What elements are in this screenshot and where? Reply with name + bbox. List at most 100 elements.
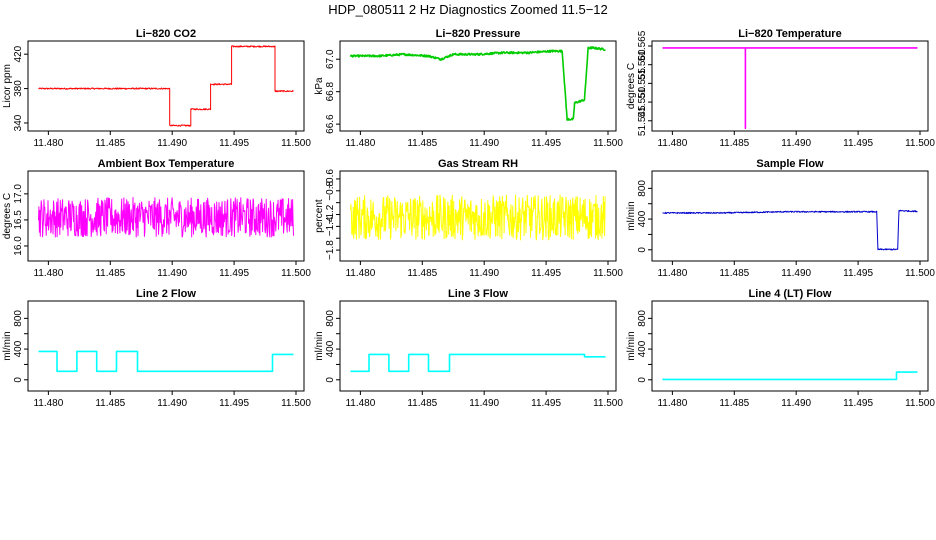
plot-frame [339, 170, 617, 262]
y-tick-label: 51.560 [637, 49, 648, 80]
y-tick-label: 0 [637, 247, 648, 253]
x-tick-label: 11.485 [719, 138, 749, 149]
x-tick-label: 11.480 [345, 138, 375, 149]
plot-frame [339, 40, 617, 132]
plot-frame [651, 300, 929, 392]
plot-frame [651, 40, 929, 132]
series-line [38, 350, 294, 373]
x-tick-label: 11.500 [281, 398, 311, 409]
y-tick-label: 51.550 [637, 86, 648, 117]
chart-title: Line 3 Flow [448, 288, 508, 300]
series-line [349, 46, 606, 121]
y-tick-label: 0 [13, 377, 24, 383]
plot-frame [27, 170, 305, 262]
y-axis-label: ml/min [626, 331, 637, 360]
x-tick-label: 11.485 [407, 268, 437, 279]
y-tick-label: 0 [325, 377, 336, 383]
y-axis-label: percent [314, 199, 325, 233]
series-line [662, 47, 918, 130]
y-tick-label: 16.5 [13, 210, 24, 230]
x-tick-label: 11.480 [33, 398, 63, 409]
y-axis-label: degrees C [626, 63, 637, 109]
y-axis-label: degrees C [2, 193, 13, 239]
y-tick-label: 400 [13, 340, 24, 357]
x-tick-label: 11.500 [905, 398, 935, 409]
x-tick-label: 11.480 [657, 398, 687, 409]
x-tick-label: 11.500 [905, 268, 935, 279]
x-tick-label: 11.500 [905, 138, 935, 149]
series-line [350, 194, 606, 241]
chart-panel-6: Sample Flow 11.480 11.485 11.490 11.495 11.50… [626, 158, 935, 279]
x-tick-label: 11.490 [469, 398, 499, 409]
x-tick-label: 11.490 [469, 268, 499, 279]
y-tick-label: 17.0 [13, 184, 24, 204]
y-tick-label: 16.0 [13, 236, 24, 256]
x-tick-label: 11.480 [33, 138, 63, 149]
x-tick-label: 11.495 [219, 268, 249, 279]
x-tick-label: 11.485 [95, 138, 125, 149]
chart-panel-4: Ambient Box Temperature 11.480 11.485 11.49… [2, 158, 311, 279]
y-tick-label: 66.6 [325, 114, 336, 134]
chart-panel-7: Line 2 Flow 11.480 11.485 11.490 11.495 11.50… [2, 288, 311, 409]
x-tick-label: 11.490 [781, 268, 811, 279]
chart-panel-5: Gas Stream RH 11.480 11.485 11.490 11.495 11.… [314, 158, 623, 279]
y-tick-label: 800 [325, 310, 336, 327]
x-tick-label: 11.480 [33, 268, 63, 279]
x-tick-label: 11.500 [593, 138, 623, 149]
plot-frame [651, 170, 929, 262]
x-tick-label: 11.480 [657, 268, 687, 279]
x-tick-label: 11.490 [469, 138, 499, 149]
y-axis-label: kPa [314, 77, 325, 95]
chart-title: Ambient Box Temperature [98, 158, 235, 170]
x-tick-label: 11.490 [157, 268, 187, 279]
x-tick-label: 11.485 [407, 138, 437, 149]
chart-title: Li−820 Pressure [436, 28, 521, 40]
y-tick-label: −0.8 [325, 180, 336, 200]
chart-title: Li−820 Temperature [738, 28, 841, 40]
x-tick-label: 11.485 [407, 398, 437, 409]
chart-panel-2: Li−820 Pressure 11.480 11.485 11.490 11.495 1… [314, 28, 623, 149]
x-tick-label: 11.495 [219, 138, 249, 149]
x-tick-label: 11.480 [345, 398, 375, 409]
y-tick-label: 420 [13, 45, 24, 62]
y-axis-label: ml/min [2, 331, 13, 360]
x-tick-label: 11.500 [593, 268, 623, 279]
x-tick-label: 11.500 [281, 268, 311, 279]
y-tick-label: 66.8 [325, 82, 336, 102]
x-tick-label: 11.480 [345, 268, 375, 279]
y-tick-label: 67.0 [325, 49, 336, 69]
x-tick-label: 11.500 [593, 398, 623, 409]
chart-panel-8: Line 3 Flow 11.480 11.485 11.490 11.495 11.50… [314, 288, 623, 409]
y-tick-label: 400 [325, 340, 336, 357]
chart-title: Line 2 Flow [136, 288, 196, 300]
x-tick-label: 11.490 [157, 398, 187, 409]
y-tick-label: 51.545 [637, 105, 648, 136]
y-tick-label: −1.8 [325, 240, 336, 260]
series-line [38, 45, 294, 127]
y-axis-label: ml/min [314, 331, 325, 360]
y-tick-label: 800 [637, 310, 648, 327]
y-tick-label: 400 [637, 340, 648, 357]
x-tick-label: 11.495 [219, 398, 249, 409]
chart-title: Sample Flow [756, 158, 824, 170]
x-tick-label: 11.495 [843, 268, 873, 279]
y-tick-label: 400 [637, 210, 648, 227]
x-tick-label: 11.485 [95, 398, 125, 409]
y-tick-label: 0 [637, 377, 648, 383]
x-tick-label: 11.480 [657, 138, 687, 149]
chart-title: Line 4 (LT) Flow [749, 288, 832, 300]
y-tick-label: 380 [13, 80, 24, 97]
y-axis-label: Licor ppm [2, 64, 13, 108]
series-line [350, 353, 606, 373]
x-tick-label: 11.485 [719, 398, 749, 409]
y-tick-label: 51.565 [637, 30, 648, 61]
y-tick-label: 51.555 [637, 68, 648, 99]
y-tick-label: 340 [13, 114, 24, 131]
x-tick-label: 11.485 [719, 268, 749, 279]
plot-frame [339, 300, 617, 392]
series-line [662, 209, 918, 251]
x-tick-label: 11.485 [95, 268, 125, 279]
x-tick-label: 11.495 [531, 398, 561, 409]
x-tick-label: 11.495 [843, 138, 873, 149]
